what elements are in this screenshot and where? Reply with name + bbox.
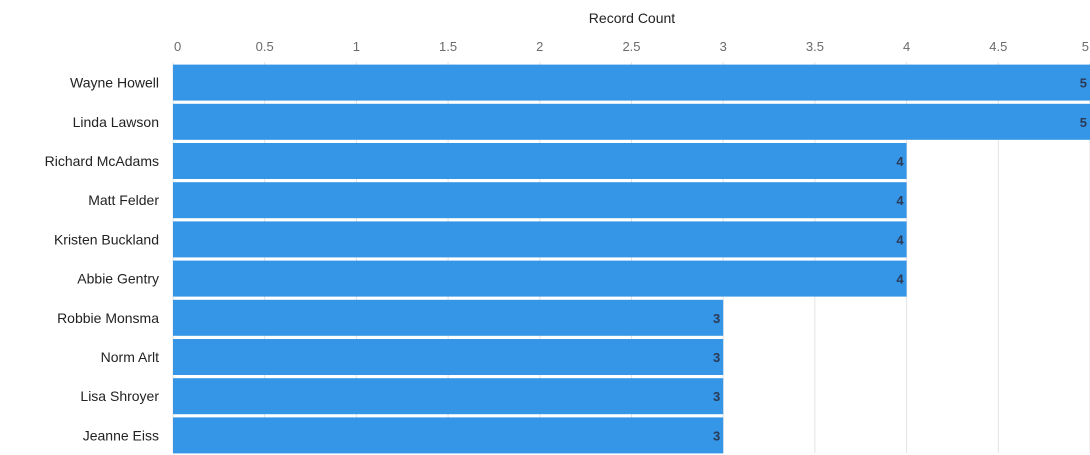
data-label: 4 xyxy=(896,154,904,169)
bar[interactable] xyxy=(173,221,907,258)
category-label: Matt Felder xyxy=(88,192,159,208)
category-label: Jeanne Eiss xyxy=(83,427,159,443)
data-labels: 5 5 4 4 4 4 3 3 3 3 xyxy=(713,76,1087,444)
data-label: 3 xyxy=(713,311,720,326)
x-tick-labels: 0 0.5 1 1.5 2 2.5 3 3.5 4 4.5 5 xyxy=(174,39,1089,54)
category-label: Norm Arlt xyxy=(101,349,159,365)
data-label: 4 xyxy=(896,272,904,287)
x-axis-title: Record Count xyxy=(589,10,675,26)
x-tick-label: 2 xyxy=(536,39,543,54)
bar-layer xyxy=(173,64,1090,454)
data-label: 4 xyxy=(896,193,904,208)
data-label: 5 xyxy=(1080,76,1087,91)
x-tick-label: 2.5 xyxy=(622,39,640,54)
x-tick-label: 3 xyxy=(720,39,727,54)
bar[interactable] xyxy=(173,378,724,415)
x-tick-label: 1.5 xyxy=(439,39,457,54)
data-label: 4 xyxy=(896,232,904,247)
data-label: 5 xyxy=(1080,115,1087,130)
x-tick-label: 5 xyxy=(1082,39,1089,54)
category-label: Lisa Shroyer xyxy=(80,388,159,404)
bar[interactable] xyxy=(173,103,1090,140)
bar[interactable] xyxy=(173,143,907,179)
bar[interactable] xyxy=(173,64,1090,101)
x-tick-label: 3.5 xyxy=(806,39,824,54)
bar[interactable] xyxy=(173,260,907,297)
data-label: 3 xyxy=(713,350,720,365)
category-label: Linda Lawson xyxy=(73,114,159,130)
category-label: Robbie Monsma xyxy=(57,310,159,326)
bar[interactable] xyxy=(173,299,724,336)
data-label: 3 xyxy=(713,389,720,404)
category-labels: Wayne Howell Linda Lawson Richard McAdams M… xyxy=(45,75,160,444)
data-label: 3 xyxy=(713,428,720,443)
bar[interactable] xyxy=(173,182,907,219)
x-tick-label: 4 xyxy=(903,39,910,54)
bar[interactable] xyxy=(173,417,724,454)
x-tick-label: 0.5 xyxy=(256,39,274,54)
x-tick-label: 4.5 xyxy=(989,39,1007,54)
category-label: Wayne Howell xyxy=(70,75,159,91)
bar[interactable] xyxy=(173,339,724,375)
x-tick-label: 0 xyxy=(174,39,181,54)
category-label: Abbie Gentry xyxy=(77,271,159,287)
category-label: Richard McAdams xyxy=(45,153,159,169)
x-tick-label: 1 xyxy=(353,39,360,54)
category-label: Kristen Buckland xyxy=(54,231,159,247)
